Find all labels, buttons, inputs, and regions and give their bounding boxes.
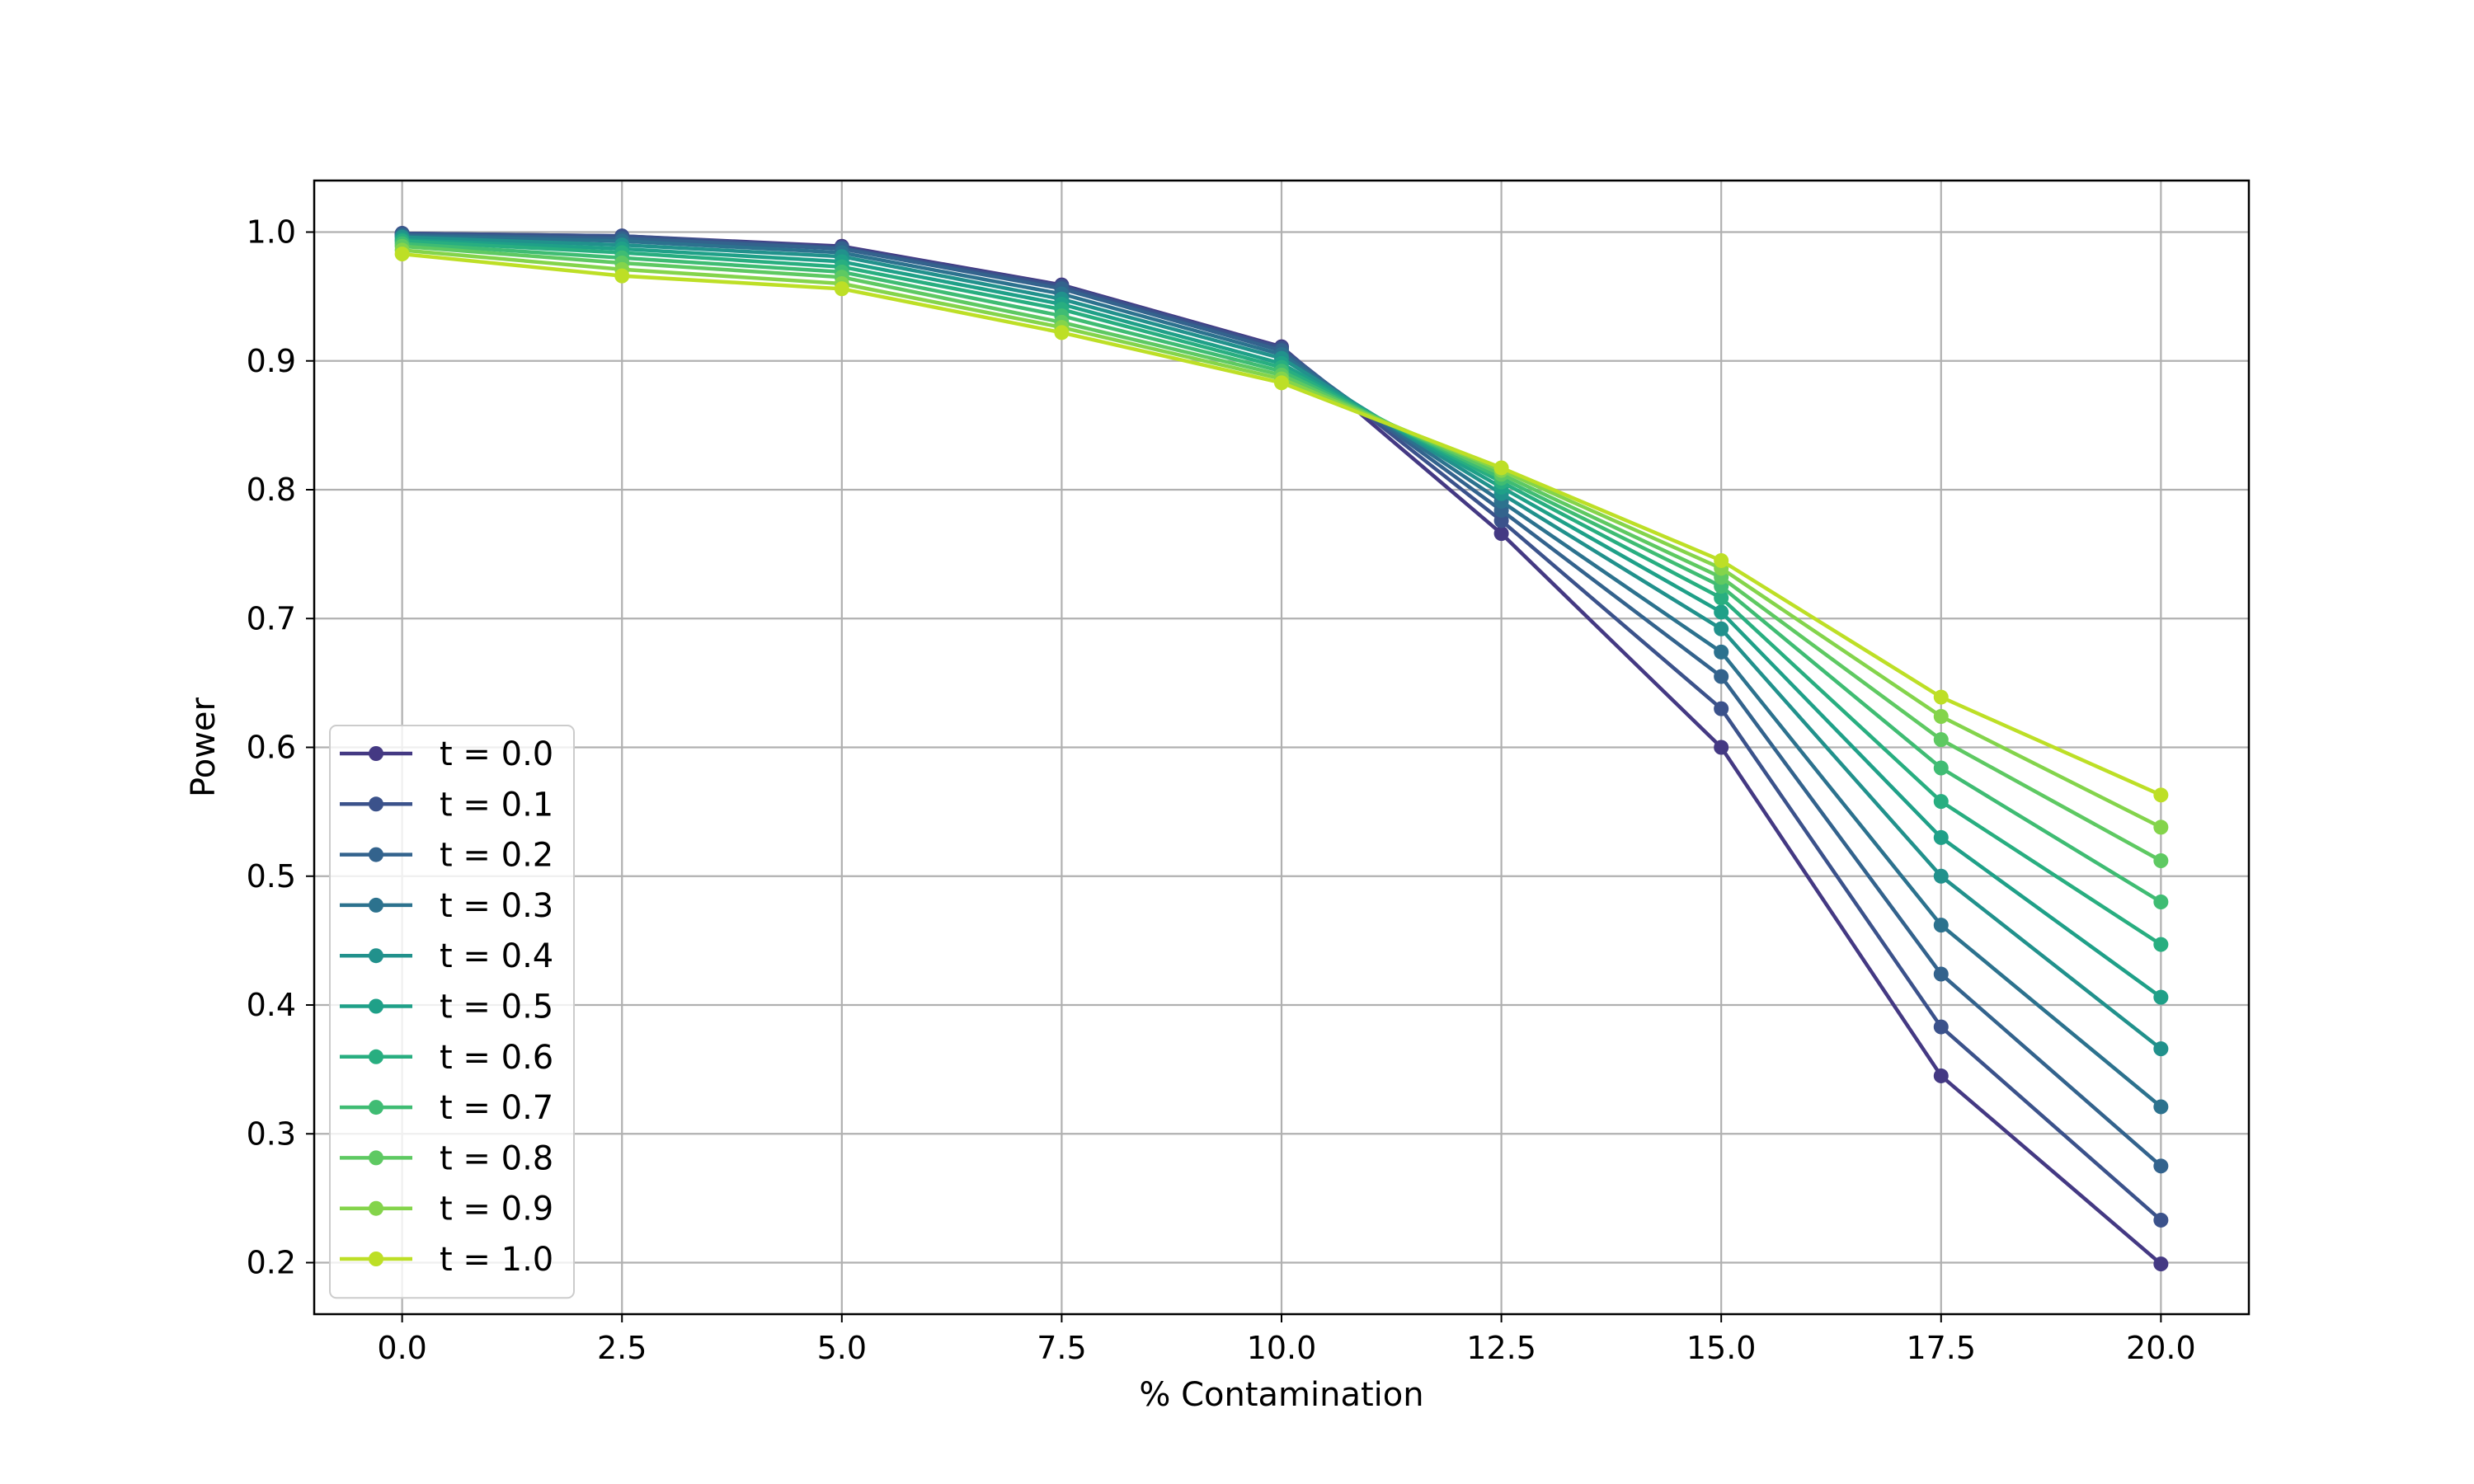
data-point: [1714, 590, 1729, 606]
legend-label: t = 0.0: [440, 735, 553, 773]
data-point: [1933, 829, 1949, 845]
data-point: [1714, 740, 1729, 755]
legend-marker: [369, 1049, 383, 1064]
x-tick-label: 10.0: [1247, 1330, 1317, 1366]
data-point: [1493, 526, 1509, 542]
x-tick-label: 7.5: [1037, 1330, 1086, 1366]
data-point: [2153, 1158, 2169, 1174]
data-point: [1054, 325, 1070, 340]
axis-ticks: 0.0 2.5 5.0 7.5 10.0 12.5 15.0 17.5 20.0 0.2 0.3 0.…: [247, 214, 2196, 1367]
series-lines: [394, 226, 2169, 1272]
legend-item: t = 0.6: [340, 1039, 553, 1077]
legend-marker: [369, 948, 383, 964]
data-point: [2153, 1212, 2169, 1228]
data-point: [1274, 375, 1289, 391]
legend-label: t = 0.4: [440, 937, 553, 975]
data-point: [614, 268, 630, 284]
data-point: [1493, 513, 1509, 528]
legend-marker: [369, 1100, 383, 1115]
y-tick-label: 0.2: [247, 1245, 296, 1281]
data-point: [1714, 552, 1729, 568]
legend-label: t = 0.9: [440, 1190, 553, 1228]
data-point: [1714, 644, 1729, 660]
legend-marker: [369, 1252, 383, 1266]
series-t-1-0: [394, 247, 2169, 803]
x-tick-label: 17.5: [1906, 1330, 1976, 1366]
legend-label: t = 0.2: [440, 837, 553, 875]
x-tick-label: 2.5: [597, 1330, 647, 1366]
y-tick-label: 0.7: [247, 600, 296, 636]
data-point: [1714, 621, 1729, 636]
data-point: [1933, 918, 1949, 933]
data-point: [1933, 1019, 1949, 1035]
x-axis-label: % Contamination: [1139, 1376, 1423, 1414]
legend-item: t = 0.8: [340, 1139, 553, 1177]
legend-item: t = 1.0: [340, 1241, 553, 1279]
legend-marker: [369, 847, 383, 862]
legend-marker: [369, 897, 383, 913]
legend-label: t = 0.8: [440, 1139, 553, 1177]
data-point: [1933, 689, 1949, 705]
legend-marker: [369, 998, 383, 1014]
y-tick-label: 0.5: [247, 858, 296, 895]
legend-marker: [369, 1200, 383, 1216]
legend-item: t = 0.2: [340, 837, 553, 875]
x-tick-label: 20.0: [2126, 1330, 2196, 1366]
data-point: [1714, 604, 1729, 620]
data-point: [1933, 868, 1949, 884]
legend-item: t = 0.7: [340, 1089, 553, 1127]
x-tick-label: 5.0: [817, 1330, 867, 1366]
y-tick-label: 0.9: [247, 343, 296, 379]
y-tick-label: 0.3: [247, 1115, 296, 1152]
legend-item: t = 0.1: [340, 786, 553, 824]
data-point: [1933, 966, 1949, 982]
data-point: [2153, 937, 2169, 952]
legend-marker: [369, 1150, 383, 1166]
y-tick-label: 1.0: [247, 214, 296, 251]
data-point: [834, 281, 849, 297]
data-point: [1933, 732, 1949, 748]
legend: t = 0.0 t = 0.1 t = 0.2 t = 0.3 t = 0.4 t = 0…: [329, 725, 575, 1299]
data-point: [2153, 895, 2169, 909]
data-point: [2153, 1256, 2169, 1272]
y-tick-label: 0.6: [247, 730, 296, 766]
data-point: [1493, 460, 1509, 476]
data-point: [1933, 794, 1949, 810]
legend-label: t = 1.0: [440, 1241, 553, 1279]
y-tick-label: 0.8: [247, 472, 296, 508]
legend-marker: [369, 746, 383, 761]
x-tick-label: 15.0: [1686, 1330, 1757, 1366]
data-point: [2153, 1041, 2169, 1057]
data-point: [1933, 1068, 1949, 1083]
legend-label: t = 0.5: [440, 989, 553, 1026]
data-point: [2153, 1099, 2169, 1115]
legend-marker: [369, 796, 383, 812]
legend-label: t = 0.7: [440, 1089, 553, 1127]
legend-item: t = 0.4: [340, 937, 553, 975]
data-point: [1933, 709, 1949, 724]
data-point: [2153, 787, 2169, 803]
y-axis-label: Power: [185, 697, 223, 796]
legend-item: t = 0.3: [340, 887, 553, 925]
legend-label: t = 0.6: [440, 1039, 553, 1077]
x-tick-label: 12.5: [1466, 1330, 1536, 1366]
grid: [314, 181, 2249, 1314]
legend-item: t = 0.5: [340, 989, 553, 1026]
data-point: [1933, 760, 1949, 776]
legend-box: [329, 725, 575, 1299]
data-point: [394, 247, 410, 262]
x-tick-label: 0.0: [377, 1330, 426, 1366]
data-point: [2153, 819, 2169, 835]
legend-item: t = 0.0: [340, 735, 553, 773]
y-tick-label: 0.4: [247, 987, 296, 1023]
legend-label: t = 0.1: [440, 786, 553, 824]
legend-label: t = 0.3: [440, 887, 553, 925]
legend-item: t = 0.9: [340, 1190, 553, 1228]
data-point: [1714, 669, 1729, 684]
data-point: [2153, 989, 2169, 1005]
data-point: [2153, 853, 2169, 868]
data-point: [1714, 701, 1729, 716]
